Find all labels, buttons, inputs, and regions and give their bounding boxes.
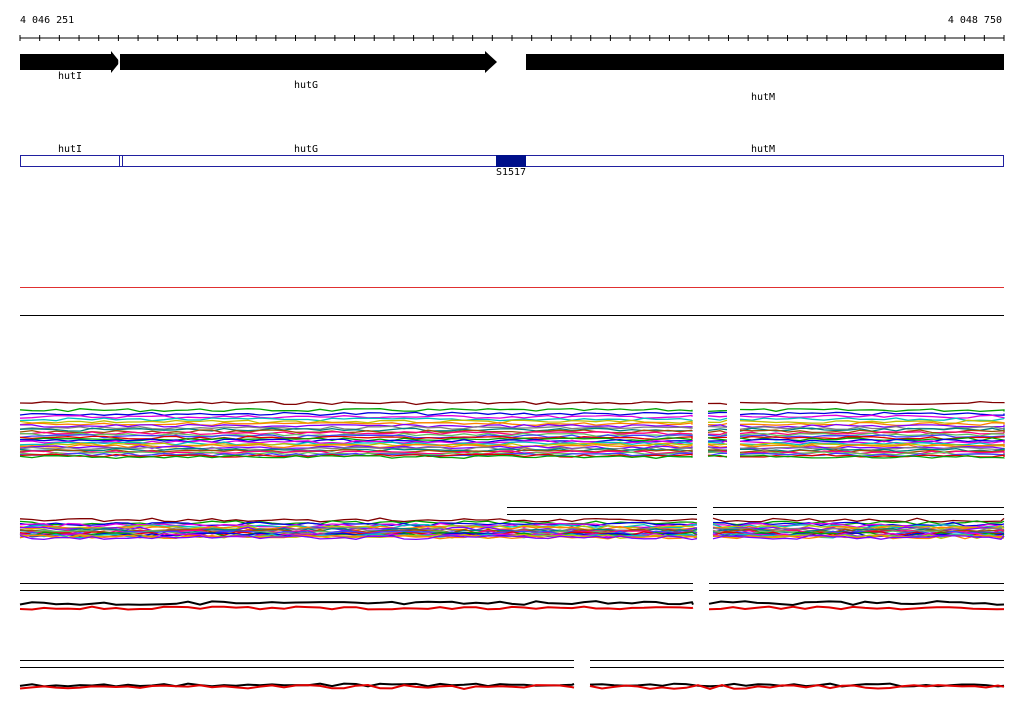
coverage-line [19, 517, 698, 523]
coverage-line [707, 409, 728, 413]
gene-block[interactable] [526, 54, 1004, 70]
coverage-line [19, 683, 575, 691]
annotation-label: hutM [751, 144, 775, 155]
coverage-line [739, 419, 1005, 424]
coverage-line [707, 437, 728, 441]
coverage-line [19, 440, 693, 445]
coverage-line [19, 520, 698, 526]
coverage-line [739, 411, 1005, 416]
coverage-line [707, 428, 728, 432]
coverage-line [707, 411, 728, 414]
coverage-line [739, 434, 1005, 439]
coverage-line [707, 449, 728, 452]
coverage-line [19, 407, 693, 413]
coverage-line [708, 600, 1005, 607]
coverage-line [19, 414, 693, 419]
coverage-line [708, 605, 1005, 611]
coverage-line [19, 447, 693, 453]
coverage-line [19, 425, 693, 430]
coverage-line [589, 683, 1005, 690]
ruler-end: 4 048 750 [948, 15, 1002, 26]
coverage-line [19, 421, 693, 427]
coverage-line [739, 444, 1005, 449]
feature-label: S1517 [496, 167, 526, 178]
coverage-line [739, 441, 1005, 446]
coverage-line [19, 446, 693, 451]
coverage-line [19, 445, 693, 450]
coverage-line [739, 440, 1005, 445]
annotation-label: hutG [294, 144, 318, 155]
coverage-line [707, 402, 728, 406]
coverage-line [19, 400, 693, 406]
coverage-line [707, 415, 728, 418]
coverage-line [707, 443, 728, 446]
coverage-line [739, 450, 1005, 455]
coverage-line [739, 408, 1005, 413]
coverage-line [707, 434, 728, 438]
coverage-line [19, 427, 693, 432]
coverage-line [19, 452, 693, 457]
coverage-line [739, 423, 1005, 429]
coverage-line [707, 425, 728, 428]
coverage-line [712, 524, 1005, 530]
coverage-line [707, 419, 728, 424]
coverage-line [19, 442, 693, 447]
coverage-line [739, 446, 1005, 451]
coverage-line [19, 423, 693, 429]
coverage-line [707, 444, 728, 448]
gene-label: hutI [58, 71, 82, 82]
coverage-tracks [19, 400, 1005, 691]
gene-label: hutG [294, 80, 318, 91]
coverage-line [739, 431, 1005, 436]
coverage-line [19, 417, 693, 422]
coverage-line [707, 430, 728, 434]
coverage-line [19, 431, 693, 436]
coverage-line [739, 414, 1005, 419]
coverage-line [739, 432, 1005, 437]
coverage-line [739, 400, 1005, 406]
coverage-line [739, 438, 1005, 443]
coverage-line [19, 605, 694, 611]
coverage-line [707, 424, 728, 428]
coverage-line [19, 534, 698, 541]
coverage-line [19, 435, 693, 440]
coverage-line [19, 419, 693, 424]
coverage-line [19, 454, 693, 460]
coverage-line [707, 446, 728, 449]
coverage-line [19, 530, 698, 536]
ruler-start: 4 046 251 [20, 15, 74, 26]
coverage-line [712, 534, 1005, 541]
coverage-line [707, 417, 728, 421]
coverage-line [707, 431, 728, 436]
ruler-ticks [19, 35, 1005, 41]
coverage-line [739, 425, 1005, 431]
coverage-line [739, 452, 1005, 457]
coverage-line [712, 517, 1005, 523]
gene-arrow[interactable] [20, 51, 120, 73]
annotation-label: hutI [58, 144, 82, 155]
coverage-line [19, 524, 698, 530]
coverage-line [739, 454, 1005, 459]
feature-block[interactable] [496, 155, 526, 167]
gene-arrow[interactable] [120, 51, 497, 73]
coverage-line [707, 454, 728, 458]
coverage-line [739, 421, 1005, 427]
coverage-line [739, 427, 1005, 432]
coverage-line [19, 411, 693, 416]
coverage-line [19, 600, 694, 606]
gene-label: hutM [751, 92, 775, 103]
